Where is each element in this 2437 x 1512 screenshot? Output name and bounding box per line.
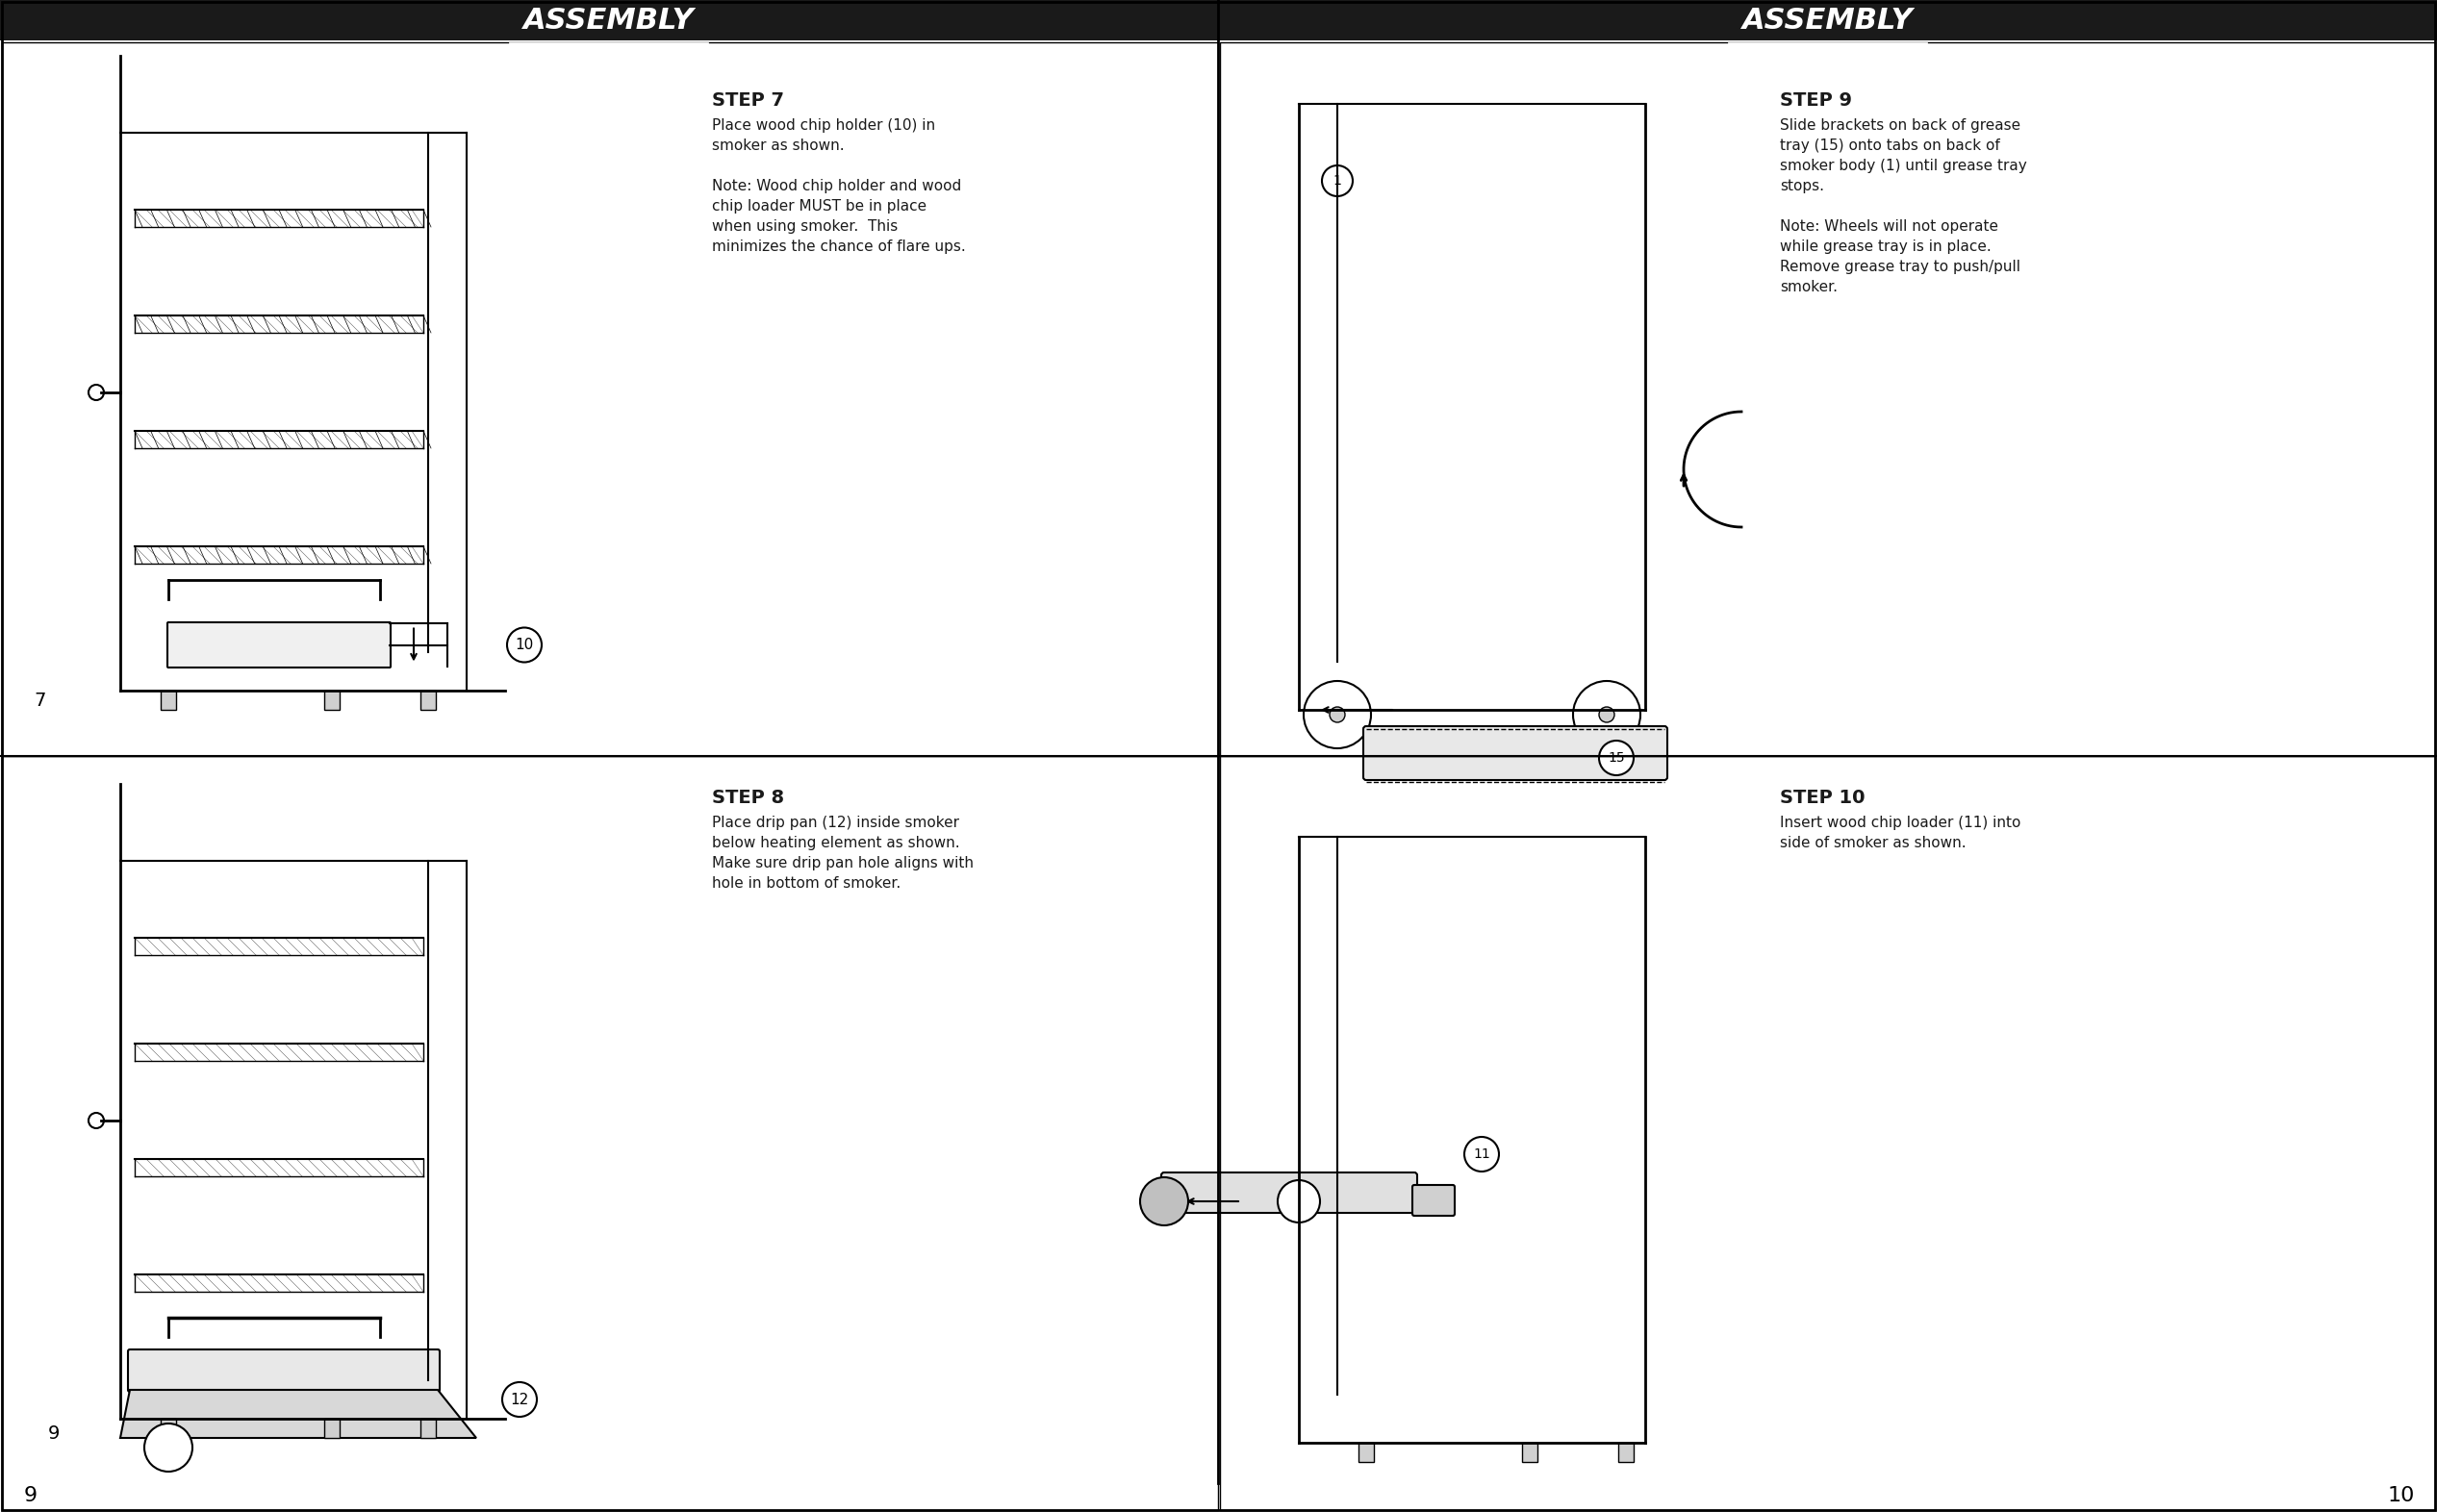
Text: 15: 15 — [1608, 751, 1625, 765]
Bar — [2, 42, 1218, 756]
Text: 10: 10 — [514, 638, 534, 652]
Text: ASSEMBLY: ASSEMBLY — [1742, 6, 1913, 35]
Circle shape — [1141, 1178, 1189, 1225]
Text: Insert wood chip loader (11) into
side of smoker as shown.: Insert wood chip loader (11) into side o… — [1779, 815, 2020, 850]
Text: Place wood chip holder (10) in
smoker as shown.

Note: Wood chip holder and wood: Place wood chip holder (10) in smoker as… — [712, 118, 965, 254]
Text: STEP 9: STEP 9 — [1779, 91, 1852, 110]
FancyBboxPatch shape — [168, 623, 390, 667]
Circle shape — [88, 384, 105, 401]
Bar — [1221, 42, 2435, 756]
Text: 7: 7 — [34, 691, 46, 709]
Text: STEP 7: STEP 7 — [712, 91, 785, 110]
Circle shape — [507, 627, 541, 662]
Text: 1: 1 — [1333, 174, 1343, 187]
Circle shape — [1304, 680, 1372, 748]
Polygon shape — [119, 1390, 475, 1438]
Circle shape — [144, 1423, 193, 1471]
Circle shape — [502, 1382, 536, 1417]
Bar — [161, 1418, 175, 1438]
Bar — [422, 1418, 436, 1438]
FancyBboxPatch shape — [1362, 726, 1667, 780]
Text: 9: 9 — [49, 1424, 61, 1442]
FancyBboxPatch shape — [129, 1349, 439, 1391]
Circle shape — [1599, 708, 1613, 723]
Circle shape — [1331, 708, 1345, 723]
Bar — [1618, 1442, 1633, 1462]
Text: 10: 10 — [2388, 1486, 2415, 1506]
FancyBboxPatch shape — [1413, 1185, 1455, 1216]
Circle shape — [1321, 165, 1353, 197]
Circle shape — [1572, 680, 1640, 748]
Circle shape — [88, 1113, 105, 1128]
Bar — [1218, 0, 2437, 41]
Bar — [1221, 756, 2435, 1510]
Circle shape — [1277, 1181, 1321, 1223]
Text: Slide brackets on back of grease
tray (15) onto tabs on back of
smoker body (1) : Slide brackets on back of grease tray (1… — [1779, 118, 2028, 295]
Bar — [1357, 1442, 1374, 1462]
Text: 11: 11 — [1472, 1148, 1489, 1161]
Circle shape — [1465, 1137, 1499, 1172]
Bar — [324, 691, 339, 709]
Circle shape — [1599, 741, 1633, 776]
Text: STEP 8: STEP 8 — [712, 789, 785, 807]
Text: 9: 9 — [24, 1486, 37, 1506]
Bar — [324, 1418, 339, 1438]
Bar — [0, 0, 1218, 41]
Bar — [2, 756, 1218, 1510]
Text: STEP 10: STEP 10 — [1779, 789, 1864, 807]
Text: Place drip pan (12) inside smoker
below heating element as shown.
Make sure drip: Place drip pan (12) inside smoker below … — [712, 815, 975, 891]
Text: ASSEMBLY: ASSEMBLY — [524, 6, 695, 35]
Bar — [422, 691, 436, 709]
FancyBboxPatch shape — [1162, 1172, 1418, 1213]
Bar — [1523, 1442, 1538, 1462]
Text: 12: 12 — [509, 1393, 529, 1406]
Bar — [161, 691, 175, 709]
